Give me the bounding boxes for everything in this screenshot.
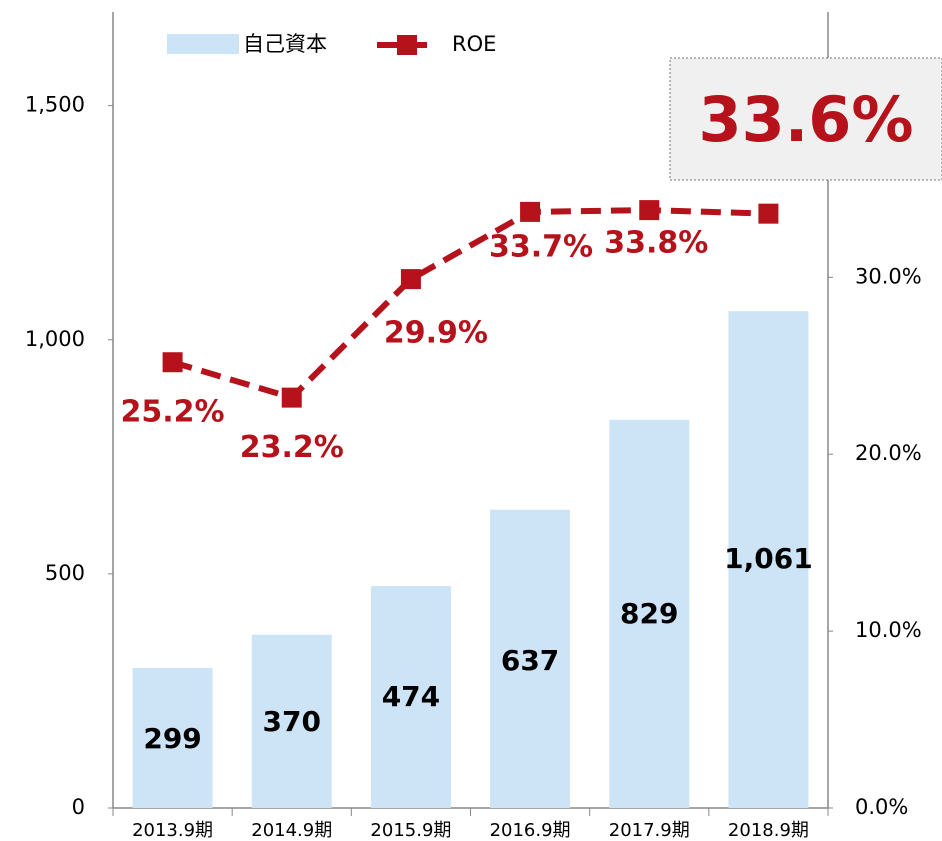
- roe-marker: [400, 269, 421, 290]
- bar-value-label: 1,061: [724, 542, 813, 575]
- bar-value-label: 370: [263, 705, 321, 738]
- legend-label: ROE: [452, 32, 496, 56]
- roe-value-label: 23.2%: [240, 430, 344, 465]
- highlight-box: [669, 57, 942, 181]
- bar-value-label: 829: [620, 597, 678, 630]
- x-tick-label: 2015.9期: [370, 820, 451, 841]
- bar-value-label: 474: [382, 680, 440, 713]
- roe-value-label: 33.7%: [489, 229, 593, 264]
- bar-value-label: 637: [501, 644, 559, 677]
- y2-tick-label: 20.0%: [855, 441, 922, 465]
- y-tick-label: 500: [45, 561, 85, 585]
- bar: [728, 311, 809, 808]
- y2-tick-label: 0.0%: [855, 795, 908, 819]
- roe-marker: [162, 352, 183, 373]
- legend-swatch: [167, 34, 239, 54]
- y-tick-label: 1,000: [25, 327, 85, 351]
- roe-marker: [281, 387, 302, 408]
- y-tick-label: 0: [72, 795, 85, 819]
- roe-marker: [520, 201, 541, 222]
- roe-value-label: 25.2%: [121, 395, 225, 430]
- x-tick-label: 2018.9期: [728, 820, 809, 841]
- x-tick-label: 2017.9期: [609, 820, 690, 841]
- bar-value-label: 299: [143, 722, 201, 755]
- roe-marker: [639, 200, 660, 221]
- bar: [490, 509, 571, 808]
- bar: [609, 419, 690, 808]
- legend-swatch: [397, 35, 417, 55]
- y2-tick-label: 30.0%: [855, 264, 922, 288]
- roe-value-label: 29.9%: [384, 316, 488, 351]
- bar: [132, 667, 213, 808]
- bar: [370, 586, 451, 808]
- x-tick-label: 2014.9期: [251, 820, 332, 841]
- x-tick-label: 2016.9期: [490, 820, 571, 841]
- roe-line: [171, 207, 769, 402]
- bar: [251, 634, 332, 808]
- x-tick-label: 2013.9期: [132, 820, 213, 841]
- roe-highlight-label: 33.6%: [698, 83, 913, 156]
- roe-value-label: 33.8%: [604, 226, 708, 261]
- legend-label: 自己資本: [243, 32, 327, 56]
- roe-marker: [758, 203, 779, 224]
- y2-tick-label: 10.0%: [855, 618, 922, 642]
- y-tick-label: 1,500: [25, 93, 85, 117]
